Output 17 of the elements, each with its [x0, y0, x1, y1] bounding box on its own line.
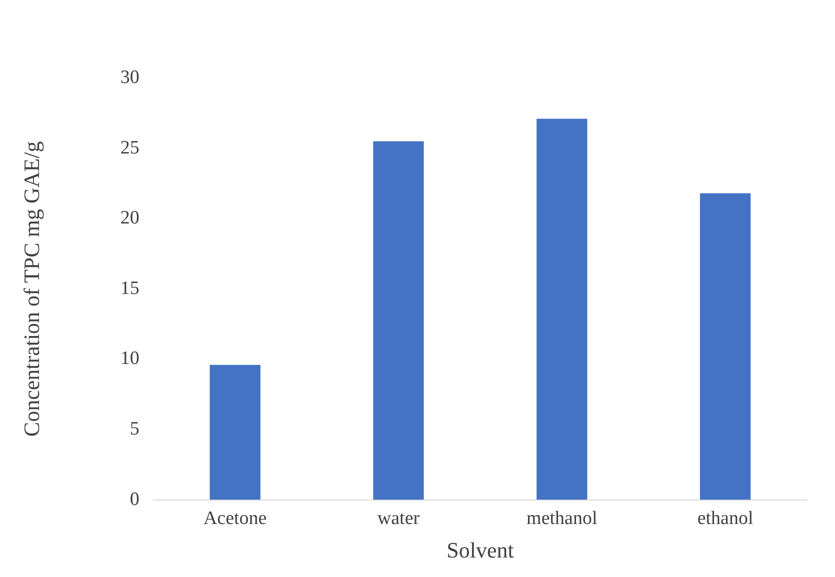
x-axis-title: Solvent — [446, 538, 514, 563]
x-tick-label: ethanol — [697, 508, 754, 530]
y-axis-title: Concentration of TPC mg GAE/g — [18, 141, 44, 437]
x-tick-label: water — [377, 508, 420, 530]
y-tick-label: 15 — [120, 278, 140, 299]
y-tick-label: 0 — [130, 488, 140, 510]
y-tick-label: 20 — [120, 208, 140, 229]
y-tick-label: 30 — [120, 66, 140, 88]
bar — [373, 141, 424, 500]
bar — [536, 118, 588, 500]
bar — [210, 364, 260, 500]
bar — [700, 193, 751, 500]
y-tick-label: 25 — [120, 137, 140, 158]
y-tick-label: 10 — [120, 348, 140, 370]
x-tick-label: methanol — [526, 508, 598, 530]
y-tick-label: 5 — [130, 418, 140, 440]
x-tick-label: Acetone — [203, 508, 267, 530]
